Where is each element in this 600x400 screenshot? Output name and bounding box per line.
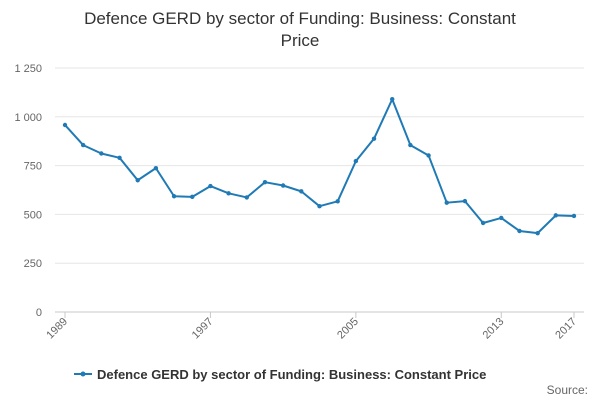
chart-title-line-1: Defence GERD by sector of Funding: Busin… [84, 9, 516, 28]
data-point [426, 153, 431, 158]
legend-label: Defence GERD by sector of Funding: Busin… [97, 367, 486, 382]
x-axis: 1989 1997 2005 2013 2017 [44, 312, 579, 341]
data-point [371, 136, 377, 141]
data-point [226, 191, 231, 196]
data-point [390, 97, 395, 102]
data-point [62, 122, 68, 128]
series-line [64, 98, 575, 235]
chart-title: Defence GERD by sector of Funding: Busin… [84, 9, 516, 50]
x-tick-label: 2005 [335, 316, 361, 342]
y-tick-label: 1 000 [14, 112, 42, 124]
data-point [535, 230, 540, 236]
data-point [208, 183, 213, 189]
data-point [335, 199, 340, 204]
data-point [171, 194, 177, 199]
data-point [244, 195, 249, 200]
y-tick-label: 750 [24, 161, 42, 173]
data-point [517, 228, 522, 234]
chart-title-line-2: Price [281, 31, 320, 50]
source-label: Source: [547, 383, 588, 397]
data-point [571, 213, 577, 219]
x-tick-label: 1989 [44, 316, 70, 342]
data-point [408, 142, 413, 148]
data-point [353, 158, 359, 164]
data-point [499, 215, 504, 221]
x-tick-label: 2013 [481, 316, 507, 342]
data-point [80, 142, 86, 148]
data-point [280, 183, 286, 188]
gridlines [55, 67, 584, 313]
data-point [299, 189, 304, 194]
legend[interactable]: Defence GERD by sector of Funding: Busin… [74, 367, 486, 382]
data-point [262, 179, 268, 185]
x-tick-label: 2017 [553, 316, 579, 342]
y-tick-label: 500 [24, 209, 42, 221]
x-tick-label: 1997 [190, 316, 216, 342]
series-group [62, 97, 577, 236]
data-point [444, 200, 449, 205]
y-axis: 0 250 500 750 1 000 1 250 [14, 63, 42, 319]
y-tick-label: 0 [36, 307, 42, 319]
y-tick-label: 250 [24, 258, 42, 270]
data-point [135, 178, 140, 183]
data-point [553, 213, 559, 218]
y-tick-label: 1 250 [14, 63, 42, 75]
data-point [190, 194, 195, 200]
data-point [117, 155, 122, 160]
data-point [153, 165, 159, 171]
data-point [317, 204, 322, 209]
data-point [99, 151, 104, 156]
data-point [480, 220, 486, 226]
data-point [462, 198, 468, 204]
legend-marker-icon [80, 371, 86, 377]
